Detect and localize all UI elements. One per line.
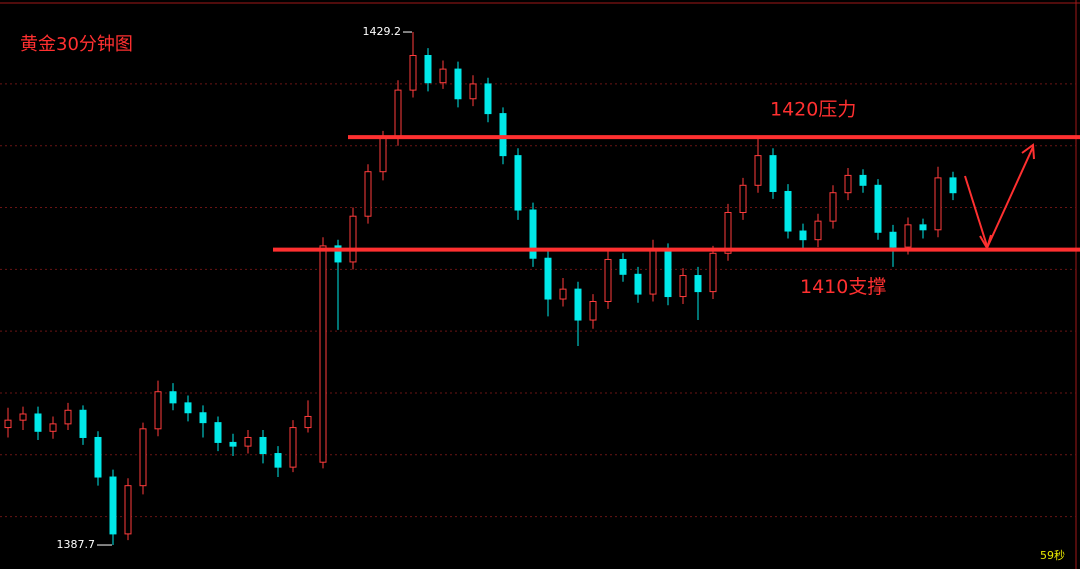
candle-body (784, 190, 792, 232)
candle-body (229, 441, 237, 447)
candle-body (679, 275, 687, 298)
candle-body (604, 258, 612, 302)
candle-body (709, 252, 717, 293)
candle-body (379, 137, 387, 173)
candle-body (664, 249, 672, 298)
candle-body (184, 402, 192, 414)
candle-body (574, 288, 582, 321)
support-label: 1410支撑 (800, 276, 886, 298)
candle-body (484, 83, 492, 115)
candle-body (499, 113, 507, 157)
candle-body (154, 391, 162, 430)
candle-body (454, 68, 462, 100)
candle-body (589, 300, 597, 321)
candle-body (544, 257, 552, 300)
candle-body (559, 288, 567, 300)
candle-body (529, 209, 537, 259)
candle-body (769, 155, 777, 192)
candle-body (124, 485, 132, 535)
candle-body (844, 174, 852, 194)
arrow-down (964, 175, 988, 247)
candle-body (859, 174, 867, 186)
arrowhead (1021, 143, 1035, 160)
candle-body (889, 231, 897, 248)
candle-body (439, 68, 447, 84)
candle-body (19, 413, 27, 421)
candle-body (364, 171, 372, 217)
candle-body (874, 184, 882, 233)
grid (0, 83, 1076, 518)
candle-body (949, 177, 957, 194)
candle-body (514, 155, 522, 211)
candle-body (169, 391, 177, 404)
candle-body (424, 55, 432, 84)
candle-body (244, 436, 252, 447)
candle-body (274, 453, 282, 468)
candle-body (409, 55, 417, 91)
candle-body (469, 83, 477, 100)
candle-body (739, 184, 747, 213)
candle-body (79, 409, 87, 438)
forecast-arrows (964, 143, 1035, 251)
candle-body (904, 224, 912, 248)
candle-body (304, 415, 312, 429)
candle-body (49, 423, 57, 432)
candle-body (394, 89, 402, 139)
candle-body (634, 273, 642, 295)
levels: 1420压力 1410支撑 (273, 99, 1080, 298)
arrow-up (986, 146, 1034, 249)
candle-body (214, 422, 222, 443)
candle-body (934, 177, 942, 231)
candle-body (349, 215, 357, 263)
candle-body (649, 249, 657, 295)
candle-body (919, 224, 927, 231)
candle-body (199, 412, 207, 424)
resistance-label: 1420压力 (770, 99, 856, 121)
candle-body (109, 476, 117, 535)
candle-body (334, 245, 342, 263)
candle-body (139, 428, 147, 487)
candle-body (94, 436, 102, 478)
candle-body (754, 155, 762, 186)
candle-body (319, 245, 327, 463)
candle-body (694, 275, 702, 293)
max-label: 1429.2 (363, 25, 402, 38)
candle-body (34, 413, 42, 432)
candle-body (4, 419, 12, 429)
timer: 59秒 (1040, 548, 1065, 562)
min-label: 1387.7 (57, 538, 96, 551)
candle-body (799, 230, 807, 241)
candle-body (619, 258, 627, 275)
candle-body (814, 220, 822, 241)
candle-body (289, 427, 297, 468)
candle-body (64, 409, 72, 425)
candle-body (724, 211, 732, 254)
candle-body (259, 436, 267, 455)
chart-title: 黄金30分钟图 (20, 34, 133, 55)
candle-body (829, 192, 837, 222)
